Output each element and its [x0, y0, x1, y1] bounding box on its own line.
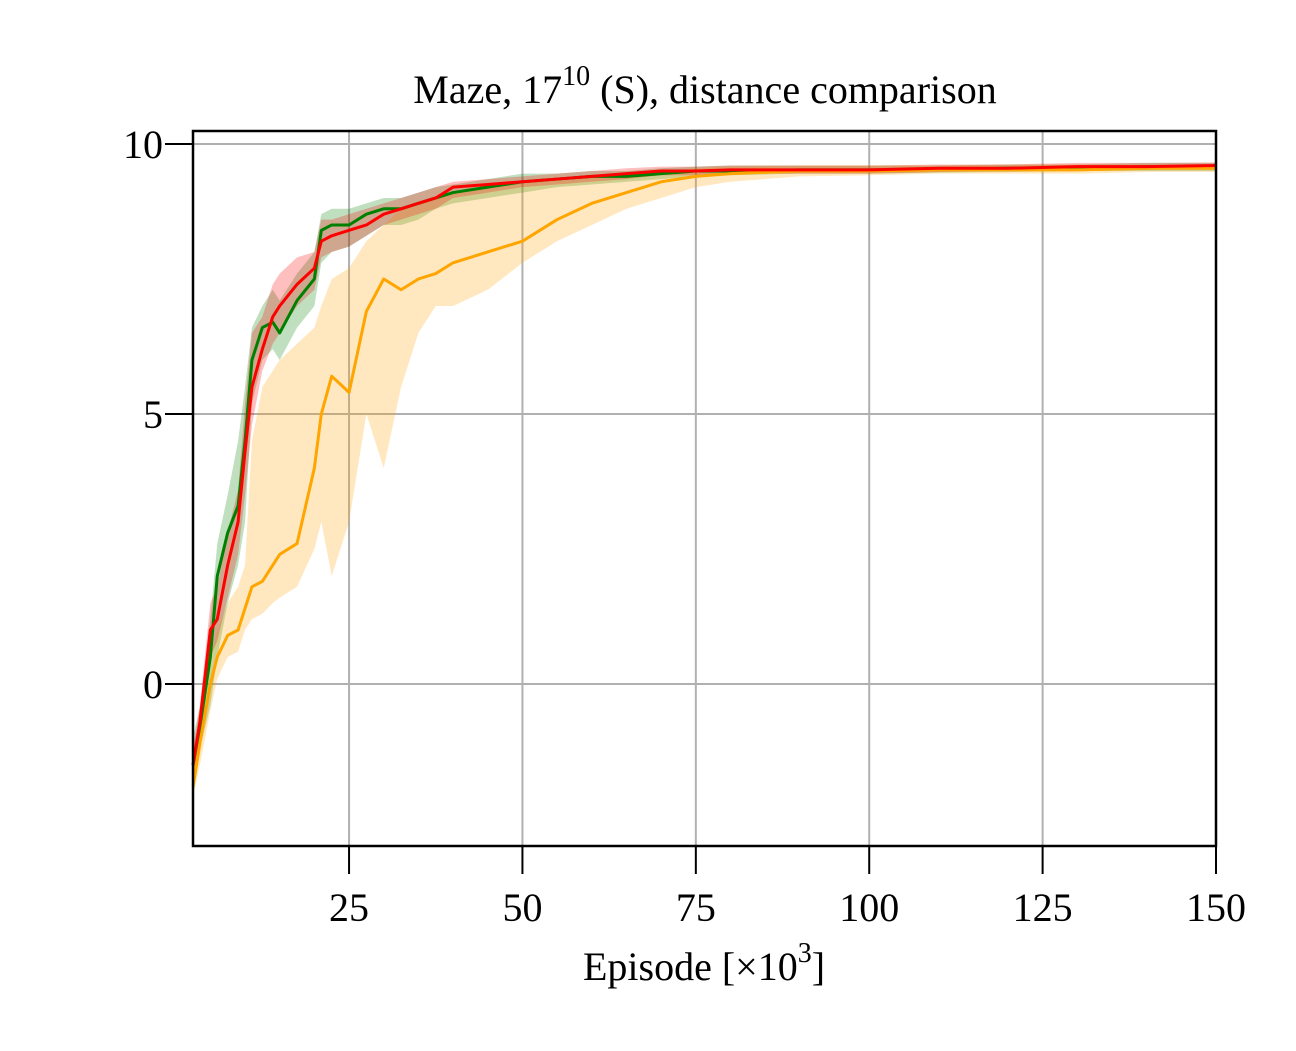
xlabel-sup: 3	[798, 938, 812, 969]
confidence-band	[193, 164, 1216, 798]
x-tick-label: 100	[839, 885, 899, 930]
title-text: Maze, 17	[413, 67, 562, 112]
x-tick-label: 75	[676, 885, 716, 930]
y-tick-label: 10	[123, 122, 163, 167]
title-sup: 10	[562, 61, 590, 92]
y-tick-label: 5	[143, 392, 163, 437]
xlabel-text: Episode [×10	[583, 944, 798, 989]
x-tick-label: 150	[1186, 885, 1246, 930]
x-tick-label: 25	[329, 885, 369, 930]
chart-title: Maze, 1710 (S), distance comparison	[413, 61, 996, 112]
x-axis-label: Episode [×103]	[583, 938, 825, 989]
x-tick-label: 125	[1013, 885, 1073, 930]
line	[191, 164, 1217, 766]
y-tick-label: 0	[143, 662, 163, 707]
xlabel-rest: ]	[812, 944, 825, 989]
plot-frame	[191, 129, 1218, 848]
title-rest: (S), distance comparison	[590, 67, 997, 112]
x-tick-label: 50	[502, 885, 542, 930]
